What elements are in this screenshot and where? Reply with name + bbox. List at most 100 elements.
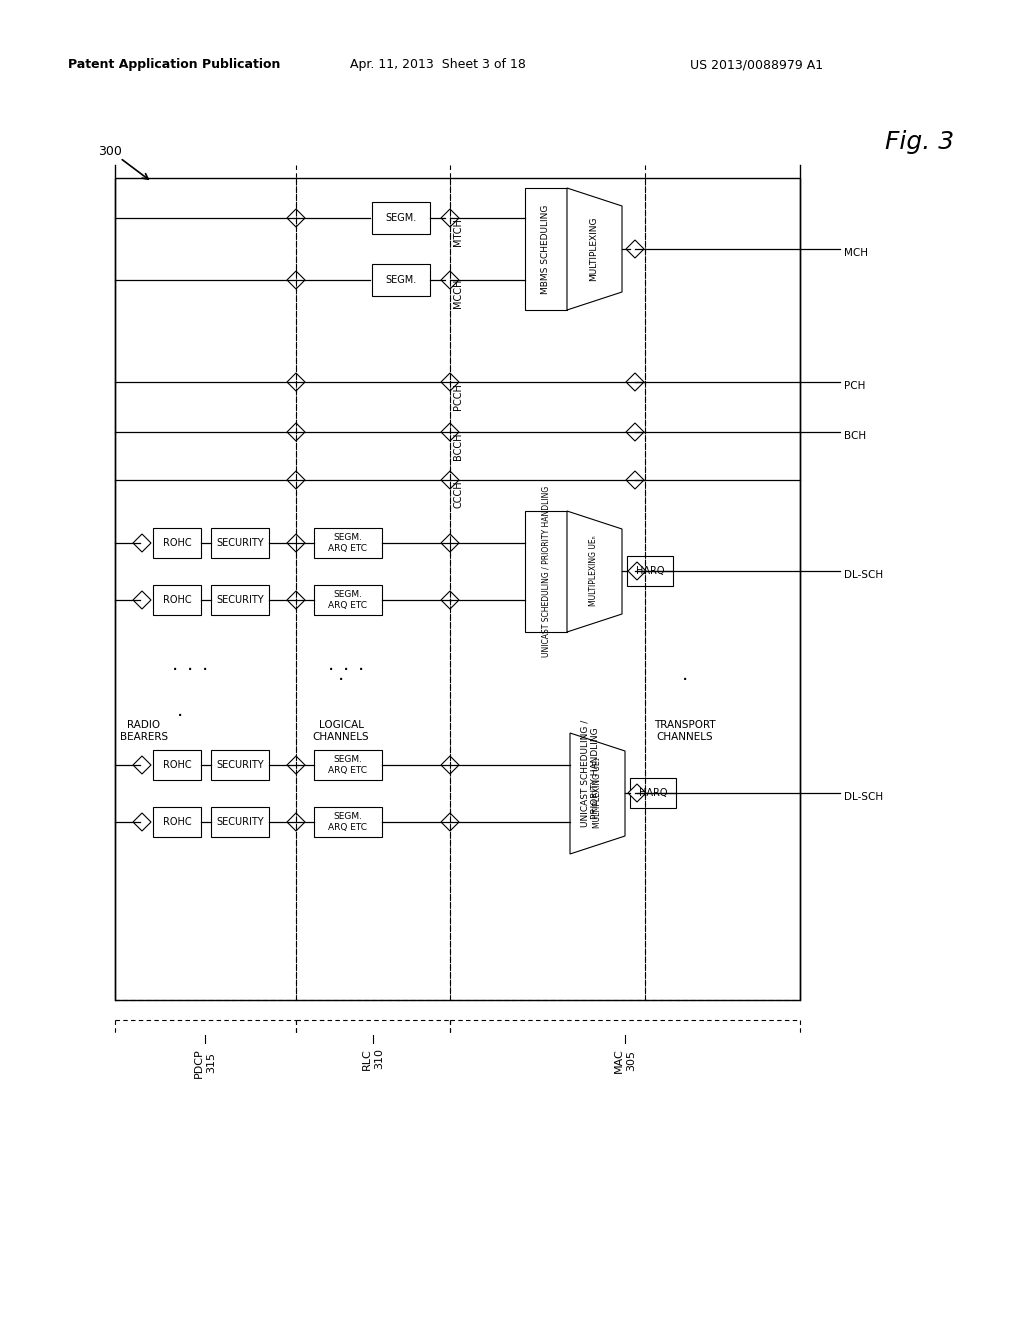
Text: US 2013/0088979 A1: US 2013/0088979 A1: [690, 58, 823, 71]
Text: DL-SCH: DL-SCH: [844, 570, 883, 579]
Text: SEGM.: SEGM.: [385, 275, 417, 285]
Polygon shape: [287, 591, 305, 609]
Bar: [211, 750, 269, 780]
Text: Fig. 3: Fig. 3: [885, 129, 954, 154]
Text: SEGM.
ARQ ETC: SEGM. ARQ ETC: [329, 590, 368, 610]
Text: .: .: [172, 656, 178, 675]
Text: PDCP
315: PDCP 315: [195, 1048, 216, 1077]
Text: SECURITY: SECURITY: [216, 595, 264, 605]
Polygon shape: [287, 535, 305, 552]
Polygon shape: [626, 471, 644, 488]
Polygon shape: [626, 240, 644, 257]
Polygon shape: [287, 209, 305, 227]
Text: PCCH: PCCH: [453, 383, 463, 411]
Bar: [525, 187, 567, 310]
Polygon shape: [626, 422, 644, 441]
Text: MCH: MCH: [844, 248, 868, 257]
Text: SEGM.
ARQ ETC: SEGM. ARQ ETC: [329, 533, 368, 553]
Bar: [314, 750, 382, 780]
Bar: [153, 750, 201, 780]
Polygon shape: [441, 591, 459, 609]
Text: LOGICAL
CHANNELS: LOGICAL CHANNELS: [312, 719, 370, 742]
Polygon shape: [626, 374, 644, 391]
Polygon shape: [441, 471, 459, 488]
Polygon shape: [133, 813, 151, 832]
Polygon shape: [441, 271, 459, 289]
Text: ROHC: ROHC: [163, 817, 191, 828]
Text: DL-SCH: DL-SCH: [844, 792, 883, 803]
Text: 300: 300: [98, 145, 122, 158]
Text: MCCH: MCCH: [453, 279, 463, 308]
Text: MBMS SCHEDULING: MBMS SCHEDULING: [542, 205, 551, 293]
Bar: [314, 807, 382, 837]
Polygon shape: [628, 562, 646, 579]
Text: .: .: [186, 656, 194, 675]
Bar: [314, 528, 382, 558]
Text: ROHC: ROHC: [163, 539, 191, 548]
Text: Patent Application Publication: Patent Application Publication: [68, 58, 281, 71]
Polygon shape: [287, 756, 305, 774]
Text: SECURITY: SECURITY: [216, 760, 264, 770]
Bar: [211, 528, 269, 558]
Polygon shape: [441, 535, 459, 552]
Text: UNICAST SCHEDULING / PRIORITY HANDLING: UNICAST SCHEDULING / PRIORITY HANDLING: [542, 486, 551, 657]
Text: PCH: PCH: [844, 381, 865, 391]
Bar: [211, 585, 269, 615]
Bar: [314, 585, 382, 615]
Text: MAC
305: MAC 305: [614, 1048, 636, 1073]
Polygon shape: [628, 784, 646, 803]
Polygon shape: [287, 374, 305, 391]
Polygon shape: [570, 733, 625, 854]
Text: BCH: BCH: [844, 432, 866, 441]
Polygon shape: [287, 422, 305, 441]
Polygon shape: [567, 511, 622, 632]
Bar: [525, 511, 567, 632]
Text: SEGM.
ARQ ETC: SEGM. ARQ ETC: [329, 812, 368, 832]
Polygon shape: [133, 535, 151, 552]
Bar: [630, 777, 676, 808]
Polygon shape: [133, 756, 151, 774]
Bar: [211, 807, 269, 837]
Text: .: .: [682, 665, 688, 685]
Bar: [627, 556, 673, 586]
Text: ROHC: ROHC: [163, 760, 191, 770]
Text: HARQ: HARQ: [639, 788, 668, 799]
Text: MULTIPLEXING: MULTIPLEXING: [590, 216, 598, 281]
Text: ROHC: ROHC: [163, 595, 191, 605]
Bar: [153, 528, 201, 558]
Text: MTCH: MTCH: [453, 218, 463, 246]
Text: TRANSPORT
CHANNELS: TRANSPORT CHANNELS: [654, 719, 716, 742]
Polygon shape: [441, 374, 459, 391]
Text: MULTIPLEXING UEₙ: MULTIPLEXING UEₙ: [590, 536, 598, 606]
Text: SEGM.
ARQ ETC: SEGM. ARQ ETC: [329, 755, 368, 775]
Text: HARQ: HARQ: [636, 566, 665, 576]
Bar: [153, 807, 201, 837]
Text: SECURITY: SECURITY: [216, 539, 264, 548]
Bar: [372, 264, 430, 296]
Polygon shape: [441, 422, 459, 441]
Bar: [372, 202, 430, 234]
Text: CCCH: CCCH: [453, 480, 463, 508]
Text: Apr. 11, 2013  Sheet 3 of 18: Apr. 11, 2013 Sheet 3 of 18: [350, 58, 526, 71]
Text: SECURITY: SECURITY: [216, 817, 264, 828]
Polygon shape: [133, 591, 151, 609]
Bar: [115, 178, 800, 1001]
Text: SEGM.: SEGM.: [385, 213, 417, 223]
Polygon shape: [441, 209, 459, 227]
Polygon shape: [287, 813, 305, 832]
Polygon shape: [441, 756, 459, 774]
Text: RADIO
BEARERS: RADIO BEARERS: [120, 719, 168, 742]
Text: .: .: [357, 656, 365, 675]
Text: .: .: [328, 656, 334, 675]
Polygon shape: [287, 271, 305, 289]
Polygon shape: [567, 187, 622, 310]
Text: .: .: [343, 656, 349, 675]
Polygon shape: [287, 471, 305, 488]
Text: UNICAST SCHEDULING /
PRIORITY HANDLING: UNICAST SCHEDULING / PRIORITY HANDLING: [581, 719, 600, 828]
Text: .: .: [338, 665, 344, 685]
Text: BCCH: BCCH: [453, 433, 463, 459]
Text: RLC
310: RLC 310: [362, 1048, 384, 1069]
Polygon shape: [441, 813, 459, 832]
Bar: [153, 585, 201, 615]
Text: .: .: [177, 701, 183, 719]
